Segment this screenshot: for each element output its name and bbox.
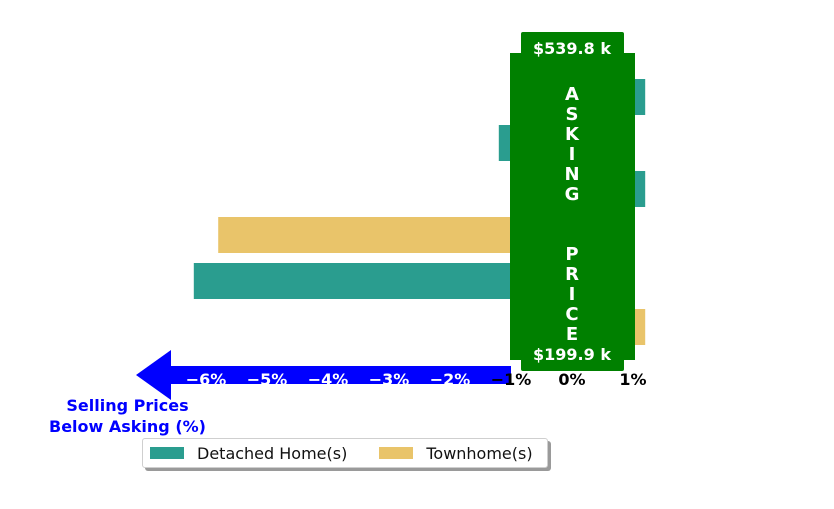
legend-label-townhome: Townhome(s) — [426, 443, 533, 463]
left-arrow-shape — [136, 350, 511, 400]
legend-label-detached: Detached Home(s) — [197, 443, 348, 463]
x-axis-label-line-1: Selling Prices — [66, 396, 189, 415]
axis-arrow — [136, 350, 511, 400]
x-tick-label: 1% — [619, 370, 646, 389]
bottom-price-label: $199.9 k — [533, 345, 611, 364]
x-tick-label: −2% — [430, 370, 471, 389]
vertical-letter: I — [569, 144, 576, 165]
vertical-letter: I — [569, 284, 576, 305]
bottom-price-tag — [521, 340, 624, 371]
legend: Detached Home(s) Townhome(s) — [142, 438, 548, 468]
x-axis-label-line-2: Below Asking (%) — [49, 417, 206, 436]
x-axis-label: Selling Prices Below Asking (%) — [40, 395, 215, 437]
x-tick-label: −3% — [369, 370, 410, 389]
vertical-letter: G — [565, 184, 580, 205]
vertical-letter: S — [566, 104, 579, 125]
asking-price-band — [510, 53, 635, 360]
vertical-letter: K — [565, 124, 580, 145]
x-tick-label: −1% — [491, 370, 532, 389]
vertical-letter: N — [564, 164, 579, 185]
vertical-letter: P — [565, 244, 578, 265]
legend-swatch-detached — [150, 447, 184, 459]
vertical-letter: C — [565, 304, 578, 325]
bar-detached-4 — [193, 263, 573, 299]
x-tick-label: −6% — [186, 370, 227, 389]
vertical-letter: R — [565, 264, 579, 285]
top-price-label: $539.8 k — [533, 39, 611, 58]
vertical-letter: A — [565, 84, 579, 105]
x-tick-label: −4% — [308, 370, 349, 389]
tick-labels: −6% −5% −4% −3% −2% −1% 0% 1% — [186, 370, 647, 389]
vertical-letter: E — [566, 324, 578, 345]
x-tick-label: 0% — [558, 370, 585, 389]
legend-item-detached: Detached Home(s) — [150, 444, 347, 463]
legend-item-townhome: Townhome(s) — [379, 443, 533, 463]
legend-swatch-townhome — [379, 447, 414, 459]
x-tick-label: −5% — [247, 370, 288, 389]
